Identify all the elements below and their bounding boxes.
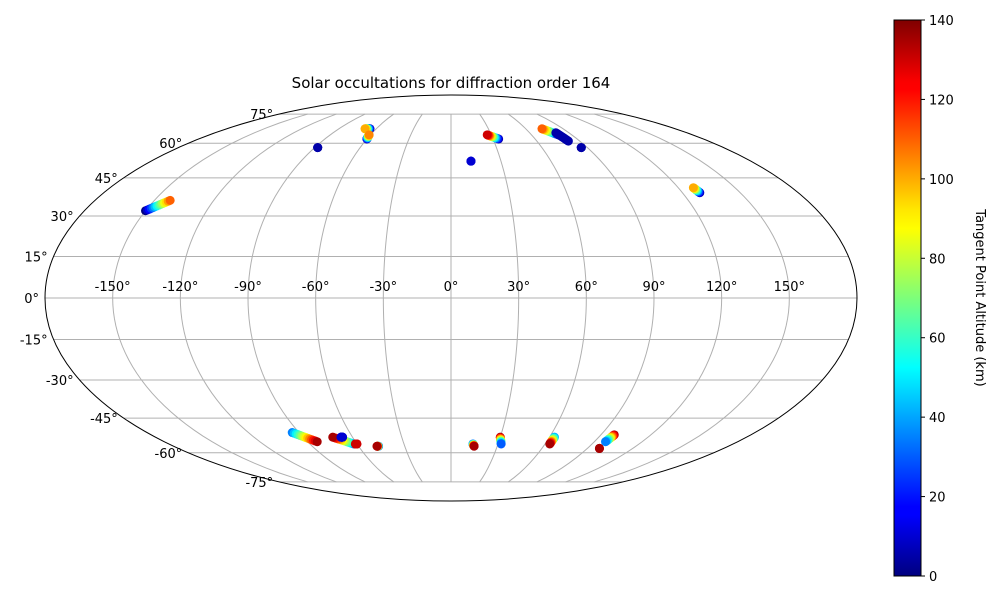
occultation-point xyxy=(350,439,360,449)
occultation-point xyxy=(601,437,610,447)
occultation-point xyxy=(551,128,561,138)
lat-tick-label: 0° xyxy=(24,292,39,307)
occultation-point xyxy=(469,441,479,451)
lat-tick-label: 30° xyxy=(51,210,74,225)
lon-tick-label: 60° xyxy=(575,280,598,295)
lat-tick-label: 60° xyxy=(159,137,182,152)
occultation-point xyxy=(364,130,374,140)
occultation-point xyxy=(328,432,338,442)
lon-gridline xyxy=(479,113,520,483)
lon-tick-label: -120° xyxy=(162,280,198,295)
colorbar-tick-label: 140 xyxy=(929,14,954,29)
lon-tick-label: 120° xyxy=(706,280,737,295)
map-grid xyxy=(45,113,857,483)
occultation-point xyxy=(688,183,698,193)
lon-tick-label: 150° xyxy=(774,280,805,295)
occultation-point xyxy=(312,437,322,447)
latitude-tick-labels: 75° 60° 45° 30° 15° 0° -15° -30° -45° -60° -75° xyxy=(20,108,273,491)
colorbar-ticks: 0 20 40 60 80 100 120 140 xyxy=(921,14,954,585)
occultation-point xyxy=(576,143,586,153)
lat-tick-label: -30° xyxy=(46,374,74,389)
occultation-point xyxy=(482,130,492,140)
lon-tick-label: 30° xyxy=(507,280,530,295)
occultation-point xyxy=(496,439,506,449)
colorbar-tick-label: 0 xyxy=(929,570,937,585)
occultation-point xyxy=(545,439,555,449)
lon-tick-label: 90° xyxy=(642,280,665,295)
lat-tick-label: -45° xyxy=(90,412,118,427)
colorbar-gradient xyxy=(893,19,922,577)
lat-tick-label: -60° xyxy=(155,447,183,462)
longitude-tick-labels: -150° -120° -90° -60° -30° 0° 30° 60° 90° 120° 150… xyxy=(95,280,805,295)
occultation-point xyxy=(594,443,604,453)
colorbar: 0 20 40 60 80 100 120 140 Tangent Point Altitud… xyxy=(893,14,987,585)
occultation-point xyxy=(165,195,175,205)
colorbar-tick-label: 40 xyxy=(929,411,946,426)
occultation-point xyxy=(372,441,382,451)
lon-tick-label: -60° xyxy=(302,280,330,295)
lon-gridline xyxy=(112,113,308,483)
lat-tick-label: -15° xyxy=(20,334,48,349)
occultation-point xyxy=(313,143,323,153)
lon-gridline xyxy=(315,113,395,483)
colorbar-tick-label: 100 xyxy=(929,173,954,188)
colorbar-tick-label: 120 xyxy=(929,93,954,108)
lon-gridline xyxy=(536,113,655,483)
lon-tick-label: -150° xyxy=(95,280,131,295)
lon-gridline xyxy=(507,113,587,483)
lat-tick-label: 75° xyxy=(250,108,273,123)
lon-tick-label: -30° xyxy=(369,280,397,295)
lon-tick-label: 0° xyxy=(444,280,459,295)
lon-gridline xyxy=(594,113,790,483)
occultation-point xyxy=(336,432,346,442)
map-outline xyxy=(44,94,858,502)
lon-gridline xyxy=(179,113,337,483)
colorbar-tick-label: 60 xyxy=(929,332,946,347)
lat-tick-label: 45° xyxy=(95,172,118,187)
lon-gridline xyxy=(565,113,723,483)
colorbar-label: Tangent Point Altitude (km) xyxy=(972,208,987,386)
lon-gridline xyxy=(382,113,423,483)
data-points xyxy=(141,124,705,453)
chart-title: Solar occultations for diffraction order… xyxy=(292,74,611,92)
occultation-point xyxy=(466,156,476,166)
lat-tick-label: 15° xyxy=(25,250,48,265)
colorbar-tick-label: 80 xyxy=(929,252,946,267)
occultation-point xyxy=(537,124,547,134)
lon-tick-label: -90° xyxy=(234,280,262,295)
colorbar-tick-label: 20 xyxy=(929,491,946,506)
lat-tick-label: -75° xyxy=(245,476,273,491)
